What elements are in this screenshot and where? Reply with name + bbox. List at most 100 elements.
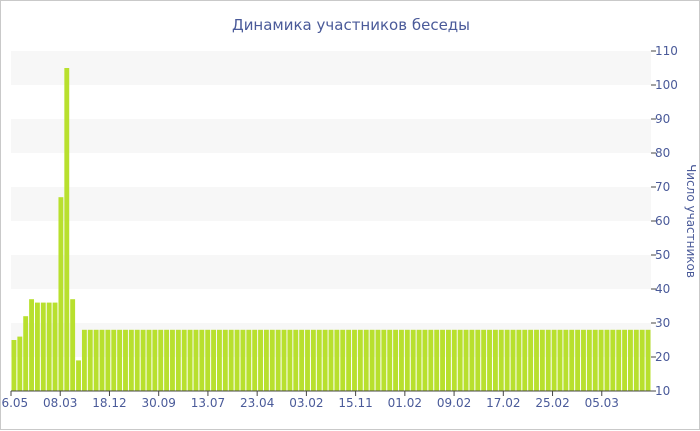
bar — [399, 329, 404, 391]
bar — [187, 329, 193, 391]
grid-band — [11, 51, 651, 85]
x-tick-label: 01.02 — [388, 396, 422, 410]
bar — [205, 329, 211, 391]
bar-series — [11, 68, 651, 391]
bar — [539, 329, 545, 391]
y-tick-label: 110 — [655, 44, 678, 58]
bar — [622, 329, 628, 391]
bar — [316, 329, 322, 391]
bar — [310, 329, 316, 391]
bar — [70, 299, 76, 391]
x-tick-label: 23.04 — [240, 396, 274, 410]
bar — [563, 329, 569, 391]
bar — [211, 329, 217, 391]
grid-band — [11, 187, 651, 221]
bar — [23, 316, 29, 391]
bar — [199, 329, 205, 391]
bar — [510, 329, 516, 391]
bar — [252, 329, 258, 391]
bar — [481, 329, 487, 391]
bar — [281, 329, 287, 391]
bar — [234, 329, 240, 391]
bar — [340, 329, 346, 391]
x-tick-label: 09.02 — [437, 396, 471, 410]
bar — [592, 329, 598, 391]
x-tick-label: 25.02 — [535, 396, 569, 410]
grid-band — [11, 255, 651, 289]
bar — [152, 329, 158, 391]
grid-band — [11, 119, 651, 153]
bar — [410, 329, 416, 391]
bar — [645, 329, 651, 391]
bar — [111, 329, 117, 391]
bar — [64, 68, 70, 391]
bar — [334, 329, 340, 391]
bar — [498, 329, 504, 391]
bar — [164, 329, 170, 391]
bar — [357, 329, 363, 391]
bar — [387, 329, 393, 391]
bar — [616, 329, 622, 391]
y-tick-label: 50 — [655, 248, 670, 262]
bar — [375, 329, 381, 391]
bar — [434, 329, 440, 391]
bar — [492, 329, 498, 391]
y-tick-label: 30 — [655, 316, 670, 330]
bar — [181, 329, 187, 391]
bar — [193, 329, 199, 391]
bar — [246, 329, 252, 391]
bar — [175, 329, 181, 391]
x-tick-label: 05.03 — [585, 396, 619, 410]
bar — [504, 329, 510, 391]
bar — [117, 329, 123, 391]
bar — [17, 336, 23, 391]
bar — [140, 329, 146, 391]
bar — [404, 329, 410, 391]
x-axis-ticks: 26.05 08.03 18.12 30.09 13.07 23.04 03.02 15.11… — [1, 391, 619, 410]
bar — [463, 329, 469, 391]
y-tick-label: 90 — [655, 112, 670, 126]
bar — [534, 329, 539, 391]
bar — [46, 302, 52, 391]
bar — [598, 329, 604, 391]
bar — [58, 197, 64, 391]
bar — [352, 329, 357, 391]
bar — [158, 329, 164, 391]
bar — [322, 329, 328, 391]
bar — [123, 329, 128, 391]
bar — [299, 329, 305, 391]
bar — [639, 329, 645, 391]
bar — [604, 329, 610, 391]
bar — [457, 329, 463, 391]
bar — [263, 329, 269, 391]
bar — [422, 329, 428, 391]
bar — [628, 329, 633, 391]
y-tick-label: 70 — [655, 180, 670, 194]
bar — [487, 329, 492, 391]
bar — [99, 329, 105, 391]
bar — [522, 329, 528, 391]
bar — [451, 329, 457, 391]
bar — [346, 329, 352, 391]
bar — [11, 340, 17, 391]
bar — [557, 329, 563, 391]
bar — [469, 329, 475, 391]
bar — [275, 329, 281, 391]
bar — [633, 329, 639, 391]
x-tick-label: 18.12 — [92, 396, 126, 410]
bar — [381, 329, 387, 391]
bar — [516, 329, 522, 391]
bar — [29, 299, 34, 391]
y-tick-label: 60 — [655, 214, 670, 228]
x-tick-label: 30.09 — [142, 396, 176, 410]
bar — [393, 329, 399, 391]
x-tick-label: 17.02 — [486, 396, 520, 410]
bar — [305, 329, 310, 391]
bar — [52, 302, 58, 391]
bar — [228, 329, 234, 391]
bar — [258, 329, 263, 391]
bar — [416, 329, 422, 391]
bar — [545, 329, 551, 391]
grid-bands — [11, 51, 651, 357]
